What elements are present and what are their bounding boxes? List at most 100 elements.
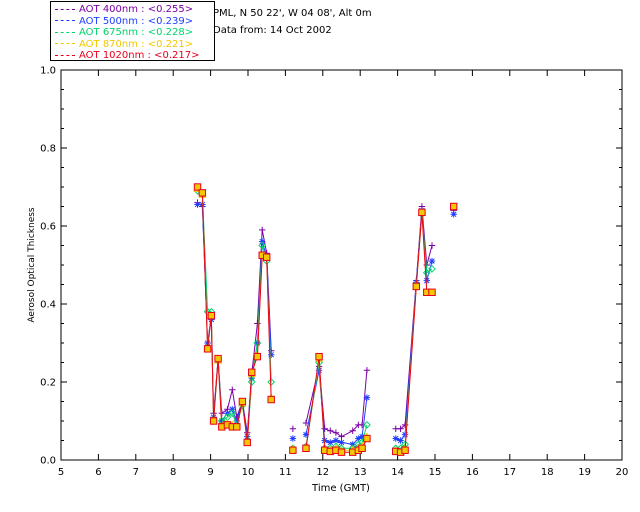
legend: AOT 400nm : <0.255> AOT 500nm : <0.239> AO… bbox=[50, 1, 215, 61]
data-point bbox=[428, 242, 436, 249]
data-point bbox=[332, 429, 340, 436]
date-info: Data from: 14 Oct 2002 bbox=[213, 25, 332, 36]
legend-label: AOT 870nm : <0.221> bbox=[79, 38, 194, 50]
y-axis-label: Aerosol Optical Thickness bbox=[27, 207, 37, 323]
data-point bbox=[363, 367, 371, 374]
data-series bbox=[193, 183, 458, 456]
data-point bbox=[248, 368, 256, 376]
data-point bbox=[267, 378, 276, 386]
data-point bbox=[229, 386, 236, 393]
data-point bbox=[337, 448, 346, 456]
data-point bbox=[258, 241, 267, 250]
data-point bbox=[401, 431, 409, 438]
data-point bbox=[289, 425, 297, 432]
data-point bbox=[418, 208, 426, 217]
series-group bbox=[193, 186, 458, 453]
x-tick-label: 9 bbox=[207, 467, 213, 478]
data-point bbox=[302, 431, 310, 438]
legend-swatch bbox=[55, 8, 75, 10]
data-point bbox=[363, 434, 371, 443]
legend-entry: AOT 675nm : <0.228> bbox=[55, 27, 193, 39]
legend-label: AOT 500nm : <0.239> bbox=[79, 15, 194, 27]
x-tick-label: 18 bbox=[541, 467, 554, 478]
data-point bbox=[289, 435, 297, 442]
x-tick-label: 14 bbox=[391, 467, 404, 478]
y-tick-label: 0.8 bbox=[40, 144, 56, 155]
series-group bbox=[194, 199, 457, 440]
data-point bbox=[263, 253, 271, 261]
data-point bbox=[207, 312, 216, 320]
series-line bbox=[198, 203, 454, 437]
legend-swatch bbox=[55, 31, 75, 33]
data-point bbox=[397, 425, 404, 432]
data-point bbox=[208, 316, 215, 323]
x-tick-label: 12 bbox=[316, 467, 329, 478]
data-point bbox=[450, 202, 458, 211]
data-point bbox=[302, 444, 310, 453]
data-point bbox=[253, 352, 262, 361]
y-tick-label: 0.6 bbox=[40, 222, 56, 233]
data-point bbox=[428, 264, 436, 273]
x-tick-label: 19 bbox=[578, 467, 591, 478]
data-point bbox=[392, 435, 399, 442]
data-point bbox=[247, 378, 256, 386]
series-group bbox=[193, 183, 458, 456]
data-point bbox=[259, 226, 266, 234]
data-point bbox=[198, 189, 207, 197]
y-tick-label: 0.4 bbox=[40, 300, 56, 311]
data-point bbox=[193, 183, 202, 191]
x-axis-label: Time (GMT) bbox=[311, 483, 370, 494]
legend-label: AOT 675nm : <0.228> bbox=[79, 27, 194, 38]
data-point bbox=[254, 320, 261, 327]
data-point bbox=[428, 257, 436, 265]
data-point bbox=[358, 433, 366, 440]
data-point bbox=[327, 439, 334, 446]
legend-swatch bbox=[55, 54, 75, 56]
data-point bbox=[315, 352, 323, 361]
data-point bbox=[267, 351, 275, 358]
data-point bbox=[243, 438, 251, 447]
legend-entry: AOT 870nm : <0.221> bbox=[55, 39, 193, 51]
data-point bbox=[289, 446, 297, 454]
data-point bbox=[199, 201, 206, 208]
data-point bbox=[338, 439, 345, 446]
data-point bbox=[401, 446, 409, 454]
legend-swatch bbox=[55, 43, 75, 44]
data-point bbox=[321, 425, 328, 432]
data-point bbox=[327, 427, 334, 434]
y-tick-label: 0.0 bbox=[40, 456, 56, 467]
data-point bbox=[349, 427, 356, 434]
y-tick-label: 0.2 bbox=[40, 378, 56, 389]
data-point bbox=[267, 395, 275, 404]
data-point bbox=[450, 211, 457, 218]
x-tick-label: 6 bbox=[95, 467, 101, 478]
data-point bbox=[363, 394, 371, 401]
x-tick-label: 17 bbox=[503, 467, 516, 478]
x-tick-label: 16 bbox=[466, 467, 479, 478]
data-point bbox=[209, 417, 218, 425]
legend-entry: AOT 1020nm : <0.217> bbox=[55, 50, 199, 62]
data-point bbox=[233, 423, 241, 431]
legend-entry: AOT 500nm : <0.239> bbox=[55, 16, 193, 28]
data-point bbox=[228, 409, 237, 418]
data-point bbox=[238, 397, 247, 406]
data-point bbox=[194, 201, 201, 208]
legend-label: AOT 400nm : <0.255> bbox=[79, 4, 194, 15]
x-tick-label: 7 bbox=[133, 467, 139, 478]
legend-swatch bbox=[55, 20, 75, 21]
data-point bbox=[338, 433, 345, 440]
data-point bbox=[422, 268, 431, 277]
axis-ticks: 5 6 7 8 9 10 11 12 13 14 15 16 17 18 19 20 0.0 0.2 0.4 0.6 0… bbox=[40, 66, 628, 479]
x-tick-label: 5 bbox=[58, 467, 64, 478]
data-point bbox=[397, 437, 404, 444]
series-group bbox=[194, 201, 457, 448]
site-info: PML, N 50 22', W 04 08', Alt 0m bbox=[213, 8, 372, 19]
data-point bbox=[254, 339, 261, 347]
data-point bbox=[355, 435, 362, 442]
y-tick-label: 1.0 bbox=[40, 66, 56, 77]
data-point bbox=[332, 437, 340, 444]
legend-entry: AOT 400nm : <0.255> bbox=[55, 4, 193, 16]
data-point bbox=[203, 345, 212, 353]
data-point bbox=[214, 354, 222, 363]
